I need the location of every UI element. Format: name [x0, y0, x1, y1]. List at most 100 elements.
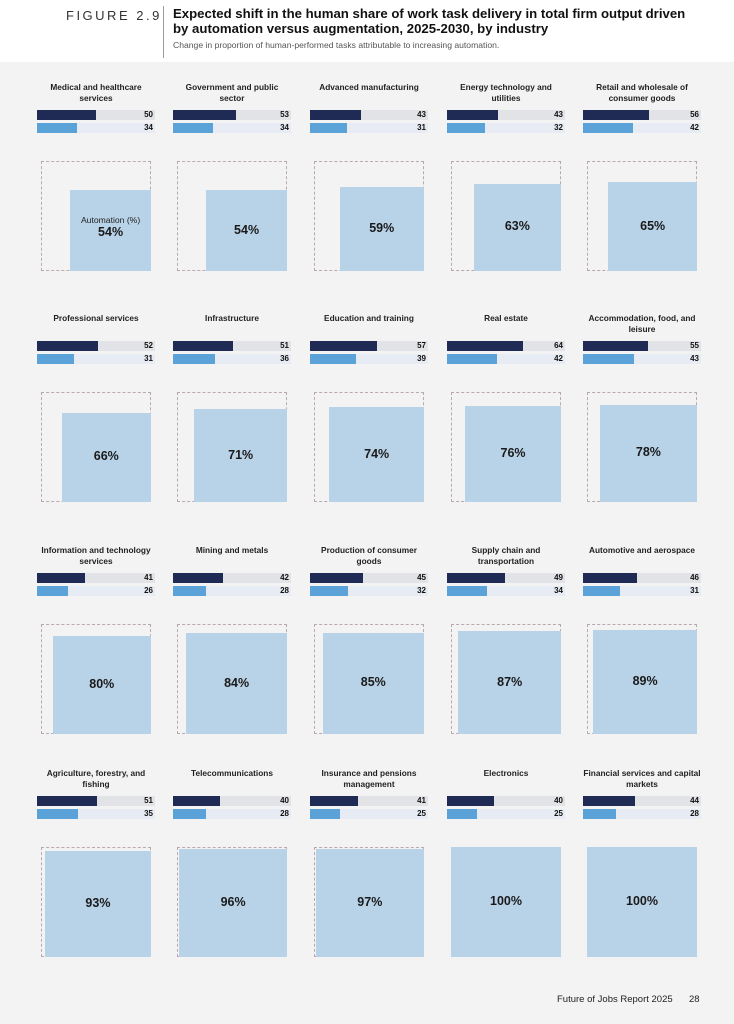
industry-name: Financial services and capital markets	[583, 768, 701, 789]
upper-bar-track: 40	[447, 796, 565, 806]
automation-share-box: 54%	[206, 190, 287, 271]
industry-name: Retail and wholesale of consumer goods	[596, 82, 688, 103]
industry-panel: Information and technology services 41 26 8…	[37, 545, 155, 755]
lower-bar-track: 32	[310, 586, 428, 596]
upper-bar-value: 43	[554, 110, 563, 119]
lower-bar	[310, 354, 357, 364]
industry-name: Information and technology services	[41, 545, 151, 566]
automation-share-box: 96%	[179, 849, 287, 957]
automation-share-box: 59%	[339, 186, 424, 271]
lower-bar-value: 42	[554, 354, 563, 363]
upper-bar-value: 52	[144, 341, 153, 350]
lower-bar-track: 34	[37, 123, 155, 133]
upper-bar	[173, 796, 221, 806]
lower-bar-value: 31	[144, 354, 153, 363]
header-divider	[163, 6, 164, 58]
upper-bar	[37, 110, 96, 120]
industry-name: Professional services	[53, 313, 139, 323]
industry-panel: Mining and metals 42 28 84%	[173, 545, 291, 755]
lower-bar-track: 25	[310, 809, 428, 819]
automation-share-box: 93%	[44, 850, 151, 957]
automation-percent-label: 66%	[93, 449, 119, 464]
automation-percent-label: 76%	[500, 446, 526, 461]
lower-bar-value: 28	[280, 586, 289, 595]
automation-share-box: 97%	[315, 848, 424, 957]
lower-bar-value: 25	[554, 809, 563, 818]
upper-bar	[583, 110, 650, 120]
lower-bar	[310, 123, 347, 133]
industry-name: Education and training	[324, 313, 414, 323]
industry-panel: Agriculture, forestry, and fishing 51 35 93…	[37, 768, 155, 978]
upper-bar-track: 41	[37, 573, 155, 583]
automation-share-box: 71%	[194, 409, 287, 502]
lower-bar	[583, 354, 634, 364]
figure-label: FIGURE 2.9	[66, 8, 162, 23]
upper-bar-value: 64	[554, 341, 563, 350]
automation-percent-label: 97%	[357, 894, 383, 909]
industry-name: Production of consumer goods	[321, 545, 417, 566]
lower-bar	[447, 354, 497, 364]
industry-panel: Medical and healthcare services 50 34 Autom…	[37, 82, 155, 292]
upper-bar-value: 45	[417, 573, 426, 582]
lower-bar-track: 36	[173, 354, 291, 364]
industry-name: Accommodation, food, and leisure	[588, 313, 696, 334]
automation-percent-label: 100%	[490, 894, 522, 908]
lower-bar-track: 28	[173, 586, 291, 596]
lower-bar-track: 35	[37, 809, 155, 819]
upper-bar-track: 40	[173, 796, 291, 806]
lower-bar	[173, 354, 216, 364]
industry-panel: Advanced manufacturing 43 31 59%	[310, 82, 428, 292]
lower-bar	[447, 809, 477, 819]
lower-bar	[583, 809, 617, 819]
automation-percent-label: 87%	[497, 674, 523, 689]
lower-bar	[310, 586, 348, 596]
lower-bar-value: 31	[690, 586, 699, 595]
lower-bar-value: 28	[280, 809, 289, 818]
lower-bar	[447, 586, 488, 596]
automation-share-box: 84%	[186, 633, 287, 734]
industry-panel: Accommodation, food, and leisure 55 43 78%	[583, 313, 701, 523]
automation-percent-label: 78%	[635, 445, 661, 460]
lower-bar	[37, 123, 78, 133]
lower-bar-value: 26	[144, 586, 153, 595]
upper-bar-value: 44	[690, 796, 699, 805]
industry-name: Government and public sector	[185, 82, 279, 103]
upper-bar	[173, 573, 223, 583]
lower-bar	[37, 809, 79, 819]
automation-share-box: 89%	[593, 630, 697, 734]
industry-panel: Energy technology and utilities 43 32 63%	[447, 82, 565, 292]
industry-panel: Automotive and aerospace 46 31 89%	[583, 545, 701, 755]
lower-bar-value: 25	[417, 809, 426, 818]
automation-percent-label: 71%	[228, 447, 254, 462]
upper-bar	[583, 341, 648, 351]
industry-panel: Retail and wholesale of consumer goods 56…	[583, 82, 701, 292]
automation-share-box: 78%	[599, 404, 697, 502]
automation-share-box: 66%	[61, 412, 151, 502]
upper-bar-track: 49	[447, 573, 565, 583]
upper-bar-track: 53	[173, 110, 291, 120]
upper-bar-track: 64	[447, 341, 565, 351]
upper-bar-value: 41	[144, 573, 153, 582]
figure-header: FIGURE 2.9 Expected shift in the human s…	[0, 0, 734, 62]
industry-panel: Infrastructure 51 36 71%	[173, 313, 291, 523]
upper-bar	[310, 341, 378, 351]
industry-panel: Education and training 57 39 74%	[310, 313, 428, 523]
lower-bar	[37, 586, 68, 596]
upper-bar	[447, 796, 495, 806]
industry-name: Telecommunications	[191, 768, 273, 778]
industry-name: Insurance and pensions management	[321, 768, 417, 789]
automation-percent-label: 100%	[626, 894, 658, 908]
footer-report-name: Future of Jobs Report 2025	[557, 994, 673, 1005]
lower-bar-track: 42	[583, 123, 701, 133]
page-number: 28	[689, 994, 700, 1005]
upper-bar-track: 44	[583, 796, 701, 806]
upper-bar-track: 43	[310, 110, 428, 120]
upper-bar	[310, 796, 359, 806]
industry-name: Electronics	[483, 768, 529, 778]
industry-panel: Financial services and capital markets 44…	[583, 768, 701, 978]
upper-bar-value: 56	[690, 110, 699, 119]
lower-bar-track: 26	[37, 586, 155, 596]
industry-panel: Professional services 52 31 66%	[37, 313, 155, 523]
upper-bar-value: 55	[690, 341, 699, 350]
upper-bar	[173, 341, 234, 351]
